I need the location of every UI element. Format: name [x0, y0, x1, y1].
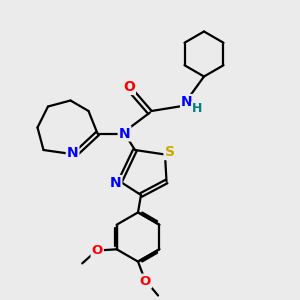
- Text: N: N: [67, 146, 78, 160]
- Text: H: H: [192, 102, 202, 116]
- Text: N: N: [110, 176, 121, 190]
- Text: S: S: [164, 145, 175, 159]
- Text: N: N: [181, 95, 193, 109]
- Text: O: O: [123, 80, 135, 94]
- Text: O: O: [140, 274, 151, 288]
- Text: O: O: [92, 244, 103, 257]
- Text: N: N: [119, 127, 130, 140]
